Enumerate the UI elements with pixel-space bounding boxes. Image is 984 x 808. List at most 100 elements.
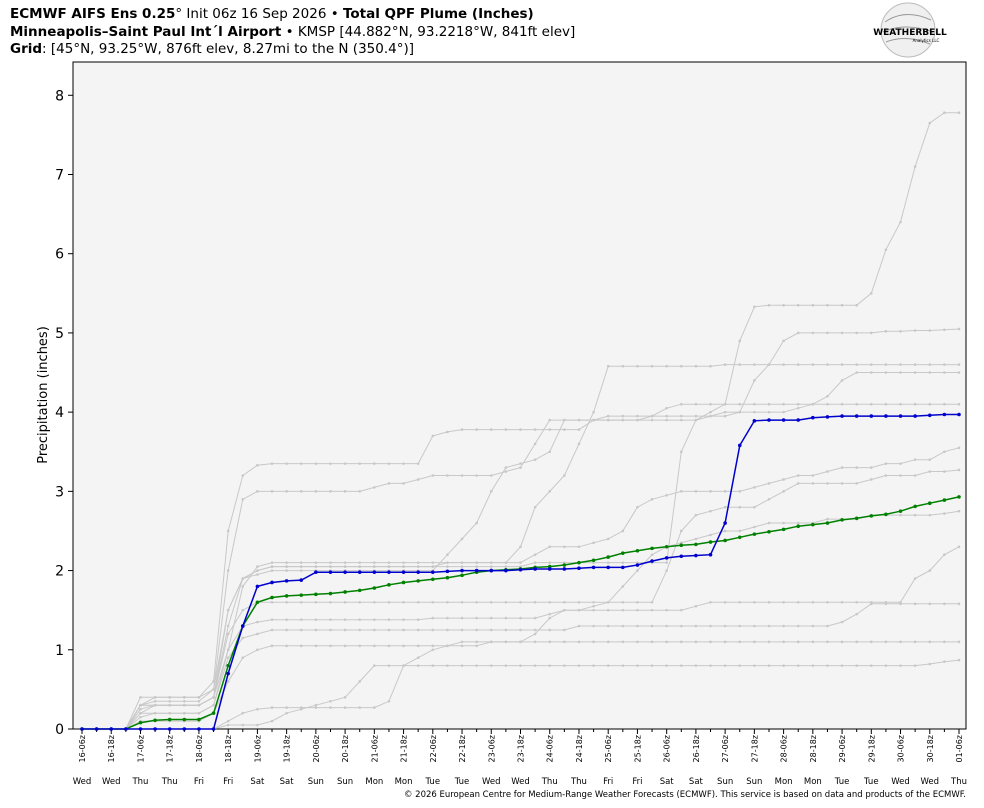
point — [899, 602, 902, 606]
station-line: Minneapolis–Saint Paul Int´l Airport • K… — [10, 24, 575, 40]
weekday-label: Thu — [541, 777, 558, 787]
point — [709, 533, 712, 537]
point — [679, 624, 683, 628]
point — [855, 600, 858, 604]
point — [358, 561, 362, 564]
point — [519, 600, 522, 604]
point — [855, 640, 858, 644]
point — [387, 699, 391, 703]
point — [913, 329, 917, 332]
point — [943, 363, 946, 366]
point — [577, 608, 581, 612]
point — [943, 328, 946, 332]
point — [358, 644, 362, 648]
point — [943, 470, 946, 473]
point — [533, 616, 537, 620]
point — [870, 664, 873, 667]
point — [796, 402, 800, 406]
point — [694, 604, 698, 608]
point — [139, 707, 142, 711]
point — [475, 565, 478, 568]
point — [533, 442, 537, 446]
point — [270, 580, 274, 585]
point — [679, 414, 683, 418]
point — [928, 363, 932, 366]
point — [826, 394, 829, 398]
point — [767, 521, 771, 525]
point — [241, 497, 245, 501]
point — [299, 644, 303, 648]
point — [402, 462, 405, 465]
point — [431, 628, 435, 632]
weekday-label: Sat — [280, 777, 295, 787]
point — [329, 462, 332, 465]
point — [343, 706, 347, 709]
point — [256, 569, 259, 572]
point — [811, 482, 815, 485]
point — [665, 364, 668, 368]
point — [357, 588, 362, 593]
point — [854, 414, 859, 418]
point — [226, 671, 230, 676]
point — [256, 620, 259, 624]
point — [489, 664, 493, 667]
weekday-label: Tue — [834, 777, 850, 787]
point — [957, 495, 961, 499]
point — [635, 548, 640, 553]
point — [138, 720, 143, 725]
point — [957, 658, 961, 662]
point — [694, 664, 698, 667]
point — [811, 331, 815, 335]
point — [621, 600, 625, 604]
point — [738, 410, 742, 414]
point — [270, 600, 274, 604]
point — [943, 512, 946, 515]
y-tick-label: 2 — [55, 564, 64, 580]
point — [957, 111, 961, 114]
point — [153, 703, 157, 707]
point — [606, 418, 610, 422]
point — [153, 711, 157, 715]
point — [782, 521, 785, 525]
point — [738, 402, 742, 406]
x-tick-label: 19-18z — [283, 735, 292, 762]
point — [124, 727, 128, 731]
point — [270, 706, 274, 709]
point — [475, 428, 478, 431]
point — [431, 434, 435, 438]
point — [870, 371, 873, 374]
point — [665, 569, 668, 572]
x-tick-label: 21-18z — [400, 735, 409, 762]
point — [591, 565, 596, 570]
point — [548, 545, 552, 549]
point — [387, 462, 391, 465]
point — [592, 541, 595, 545]
point — [241, 608, 245, 612]
point — [504, 664, 508, 667]
point — [913, 513, 917, 517]
point — [723, 505, 727, 509]
point — [913, 402, 917, 406]
point — [226, 569, 230, 572]
x-tick-label: 29-06z — [838, 735, 847, 762]
point — [343, 628, 347, 632]
point — [606, 555, 610, 559]
point — [899, 474, 902, 477]
point — [738, 600, 742, 604]
point — [782, 478, 785, 481]
point — [548, 600, 552, 604]
point — [621, 414, 625, 418]
point — [226, 624, 230, 628]
point — [869, 514, 874, 518]
point — [650, 364, 654, 368]
point — [767, 664, 771, 667]
point — [796, 418, 801, 422]
point — [489, 600, 493, 604]
point — [285, 569, 288, 572]
point — [445, 569, 450, 574]
point — [518, 567, 523, 572]
point — [577, 624, 581, 628]
point — [343, 618, 347, 621]
point — [927, 413, 932, 418]
point — [826, 402, 829, 406]
